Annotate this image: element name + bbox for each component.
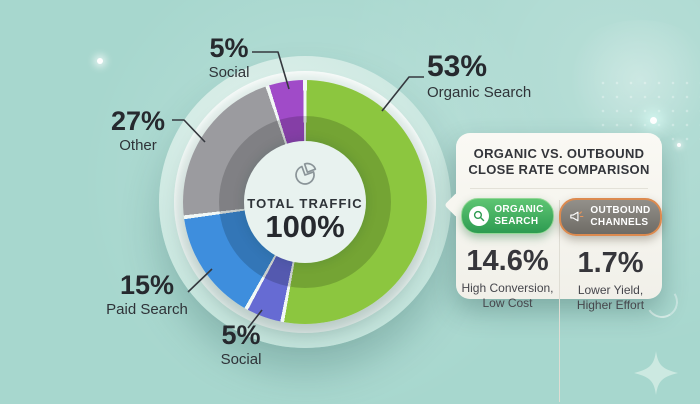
organic-column: ORGANIC SEARCH 14.6% High Conversion, Lo… xyxy=(456,197,559,314)
column-divider xyxy=(559,199,560,402)
callout-value: 5% xyxy=(209,33,249,63)
organic-close-rate: 14.6% xyxy=(466,244,549,277)
card-title-line1: ORGANIC VS. OUTBOUND xyxy=(473,146,645,161)
caption-line1: Lower Yield, xyxy=(577,282,644,297)
callout-paid-search: 15% Paid Search xyxy=(94,270,200,319)
badge-label-line1: ORGANIC xyxy=(494,204,544,215)
badge-label-line1: OUTBOUND xyxy=(590,205,651,216)
callout-label: Paid Search xyxy=(106,301,188,318)
caption-line1: High Conversion, xyxy=(461,280,554,295)
glow-dot xyxy=(677,143,681,147)
callout-social-bottom: 5% Social xyxy=(201,320,281,369)
outbound-column: OUTBOUND CHANNELS 1.7% Lower Yield, High… xyxy=(559,197,662,314)
callout-label: Other xyxy=(119,137,157,154)
card-divider xyxy=(470,187,648,189)
callout-other: 27% Other xyxy=(98,106,178,155)
callout-label: Social xyxy=(208,64,250,81)
caption-line2: Low Cost xyxy=(482,296,533,311)
organic-caption: High Conversion, Low Cost xyxy=(456,281,559,312)
callout-value: 15% xyxy=(119,270,175,300)
callout-social-top: 5% Social xyxy=(189,33,269,82)
organic-search-badge: ORGANIC SEARCH xyxy=(461,197,554,240)
card-title: ORGANIC VS. OUTBOUND CLOSE RATE COMPARIS… xyxy=(456,146,662,179)
callout-value: 53% xyxy=(427,50,488,83)
background-glow xyxy=(560,20,700,140)
callout-value: 5% xyxy=(221,320,261,350)
outbound-channels-badge: OUTBOUND CHANNELS xyxy=(559,197,662,242)
total-traffic-value: 100% xyxy=(265,209,345,245)
megaphone-icon xyxy=(568,208,585,225)
comparison-card: ORGANIC VS. OUTBOUND CLOSE RATE COMPARIS… xyxy=(444,133,662,402)
callout-label: Organic Search xyxy=(427,84,532,101)
donut-chart-icon xyxy=(291,160,319,193)
callout-value: 27% xyxy=(110,106,166,136)
sparkle-icon xyxy=(633,350,679,396)
outbound-caption: Lower Yield, Higher Effort xyxy=(559,283,662,314)
glow-dot xyxy=(97,58,103,64)
badge-label-line2: SEARCH xyxy=(494,215,539,227)
glow-dot xyxy=(650,117,657,124)
callout-label: Social xyxy=(220,351,262,368)
callout-organic-search: 53% Organic Search xyxy=(427,50,537,102)
outbound-close-rate: 1.7% xyxy=(577,246,644,279)
total-traffic-label: TOTAL TRAFFIC xyxy=(247,196,363,212)
caption-line2: Higher Effort xyxy=(576,298,645,313)
donut-center: TOTAL TRAFFIC 100% xyxy=(244,141,366,263)
badge-label-line2: CHANNELS xyxy=(590,216,649,228)
card-title-line2: CLOSE RATE COMPARISON xyxy=(468,162,650,178)
magnifier-icon xyxy=(469,205,490,226)
